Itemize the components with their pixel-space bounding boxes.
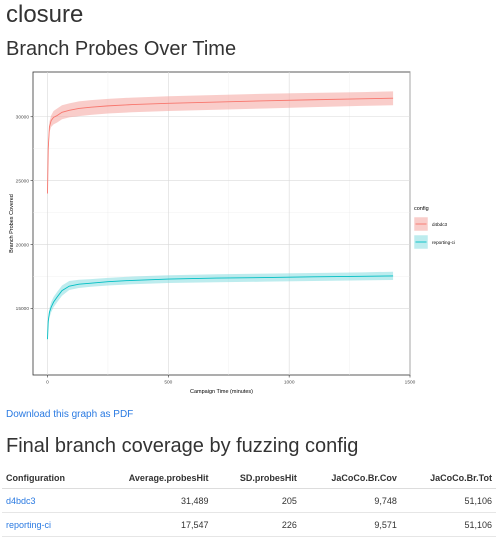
x-axis-label: Campaign Time (minutes) — [190, 389, 253, 395]
download-pdf-link[interactable]: Download this graph as PDF — [6, 409, 134, 420]
y-tick-label: 15000 — [16, 306, 30, 312]
config-cell: d4bdc3 — [2, 488, 94, 513]
legend-label-reporting-ci: reporting-ci — [432, 240, 455, 245]
x-tick-label: 500 — [164, 380, 172, 386]
legend: config d4bdc3 reporting-ci — [413, 206, 455, 250]
table-row: d4bdc3 31,489 205 9,748 51,106 — [2, 488, 496, 513]
config-link-reporting-ci[interactable]: reporting-ci — [6, 519, 52, 530]
config-link-d4bdc3[interactable]: d4bdc3 — [6, 495, 36, 506]
chart-svg: 0 500 1000 1500 15000 20000 25000 30000 Campaig… — [0, 64, 500, 400]
line-d4bdc3 — [47, 97, 394, 194]
header-jacoco-br-tot: JaCoCo.Br.Tot — [400, 466, 496, 489]
table-header-row: Configuration Average.probesHit SD.probe… — [2, 466, 496, 489]
branch-probes-chart: 0 500 1000 1500 15000 20000 25000 30000 Campaig… — [0, 64, 500, 400]
series-lines — [47, 97, 394, 340]
graph-heading: Branch Probes Over Time — [6, 38, 237, 60]
legend-label-d4bdc3: d4bdc3 — [432, 222, 448, 227]
line-reporting-ci — [47, 275, 394, 340]
table-heading: Final branch coverage by fuzzing config — [6, 435, 359, 457]
band-d4bdc3 — [47, 91, 394, 194]
y-tick-label: 20000 — [16, 242, 30, 248]
x-tick-label: 0 — [46, 380, 49, 386]
coverage-table: Configuration Average.probesHit SD.probe… — [2, 466, 496, 537]
sd-probes-cell: 226 — [212, 512, 301, 537]
header-jacoco-br-cov: JaCoCo.Br.Cov — [300, 466, 401, 489]
y-tick-label: 30000 — [16, 114, 30, 120]
legend-keys: d4bdc3 reporting-ci — [413, 216, 455, 250]
x-tick-label: 1000 — [284, 380, 295, 386]
band-reporting-ci — [47, 271, 394, 340]
jacoco-cov-cell: 9,571 — [300, 512, 401, 537]
jacoco-cov-cell: 9,748 — [300, 488, 401, 513]
grid-lines — [33, 72, 411, 375]
header-configuration: Configuration — [2, 466, 94, 489]
x-tick-label: 1500 — [405, 380, 416, 386]
table-row: reporting-ci 17,547 226 9,571 51,106 — [2, 512, 496, 537]
confidence-bands — [47, 91, 394, 340]
axis-ticks: 0 500 1000 1500 15000 20000 25000 30000 — [16, 114, 416, 385]
header-sd-probes-hit: SD.probesHit — [212, 466, 301, 489]
y-axis-label: Branch Probes Covered — [9, 194, 15, 253]
page-title: closure — [6, 1, 84, 28]
sd-probes-cell: 205 — [212, 488, 301, 513]
average-probes-cell: 17,547 — [93, 512, 213, 537]
jacoco-tot-cell: 51,106 — [400, 488, 496, 513]
plot-panel — [32, 71, 411, 376]
legend-title: config — [414, 206, 429, 212]
average-probes-cell: 31,489 — [93, 488, 213, 513]
jacoco-tot-cell: 51,106 — [400, 512, 496, 537]
y-tick-label: 25000 — [16, 178, 30, 184]
config-cell: reporting-ci — [2, 512, 94, 537]
header-average-probes-hit: Average.probesHit — [93, 466, 213, 489]
